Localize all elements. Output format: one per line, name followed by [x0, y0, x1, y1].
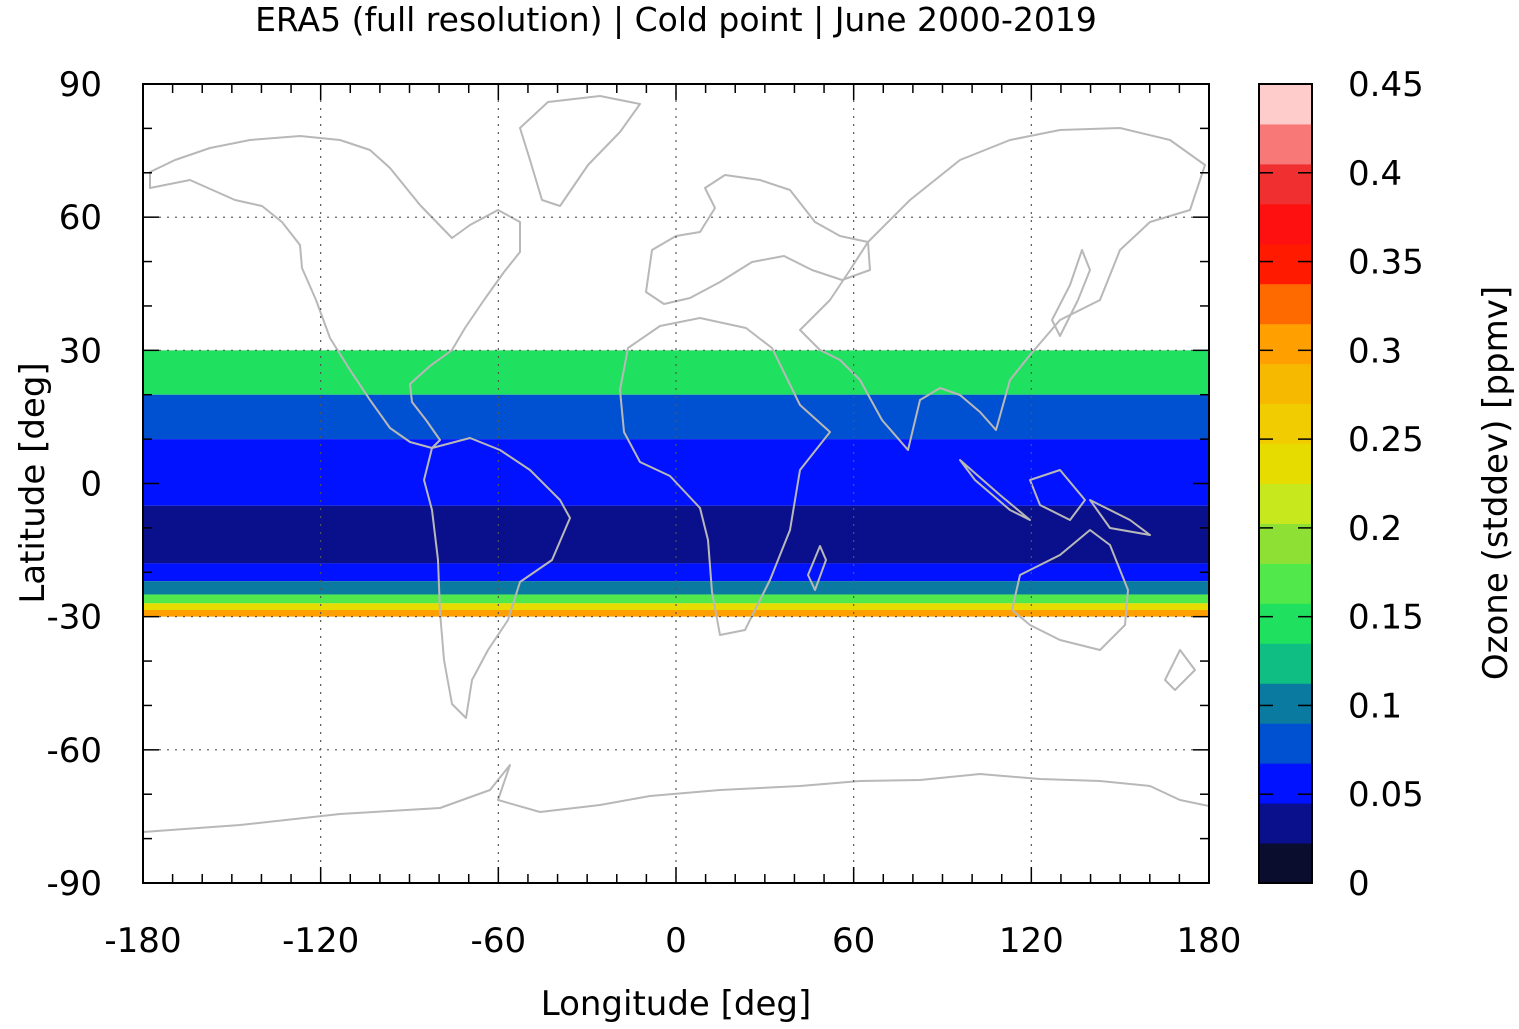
colorbar-level	[1259, 683, 1312, 724]
coastline-australia	[1011, 529, 1129, 651]
colorbar-tick-label: 0.3	[1348, 331, 1402, 371]
grid	[143, 84, 1209, 883]
y-axis: 90 60 30 0 -30 -60 -90	[46, 65, 102, 904]
colorbar-level	[1259, 323, 1312, 365]
ozone-band-3	[143, 505, 1209, 564]
colorbar-level	[1259, 723, 1312, 764]
plot-area	[142, 83, 1210, 884]
colorbar-level	[1259, 123, 1312, 165]
coastline-greenland	[519, 95, 641, 207]
ozone-band-6	[143, 594, 1209, 604]
colorbar-level	[1259, 523, 1312, 564]
x-axis-label: Longitude [deg]	[541, 984, 812, 1024]
coastline-japan	[1051, 249, 1091, 337]
x-tick-label: 120	[999, 921, 1064, 961]
colorbar-tick-label: 0.15	[1348, 598, 1424, 638]
x-tick-label: 180	[1177, 921, 1242, 961]
colorbar-level	[1259, 163, 1312, 205]
chart-title: ERA5 (full resolution) | Cold point | Ju…	[255, 0, 1097, 39]
x-tick-label: 60	[832, 921, 875, 961]
colorbar-level	[1259, 403, 1312, 445]
coastline-south-america	[423, 437, 571, 719]
y-tick-label: -90	[46, 864, 102, 904]
colorbar-tick-label: 0.35	[1348, 243, 1424, 283]
colorbar-frame	[1258, 83, 1313, 884]
x-axis: -180 -120 -60 0 60 120 180	[104, 921, 1241, 961]
coastline-asia	[799, 127, 1206, 451]
coastline-europe	[645, 174, 871, 305]
colorbar-level	[1259, 803, 1312, 844]
x-tick-label: -180	[104, 921, 181, 961]
colorbar	[1258, 83, 1313, 884]
y-axis-label: Latitude [deg]	[13, 362, 53, 603]
colorbar-level	[1259, 283, 1312, 325]
y-tick-label: 30	[59, 331, 102, 371]
colorbar-level	[1259, 243, 1312, 285]
colorbar-ticks: 0.45 0.4 0.35 0.3 0.25 0.2 0.15 0.1 0.05 0	[1259, 65, 1424, 904]
colorbar-tick-label: 0.45	[1348, 65, 1424, 105]
coastline-indonesia	[959, 459, 1151, 536]
x-tick-label: -60	[471, 921, 527, 961]
colorbar-level	[1259, 203, 1312, 245]
colorbar-tick-label: 0.1	[1348, 686, 1402, 726]
colorbar-level	[1259, 763, 1312, 804]
colorbar-label: Ozone (stddev) [ppmv]	[1476, 286, 1516, 680]
ozone-band-1	[143, 394, 1209, 440]
coastline-madagascar	[807, 545, 827, 591]
colorbar-level	[1259, 603, 1312, 644]
colorbar-level	[1259, 563, 1312, 604]
colorbar-level	[1259, 443, 1312, 484]
colorbar-tick-label: 0.4	[1348, 154, 1402, 194]
colorbar-tick-label: 0.2	[1348, 509, 1402, 549]
colorbar-tick-label: 0.25	[1348, 420, 1424, 460]
ozone-band-7	[143, 603, 1209, 611]
colorbar-level	[1259, 84, 1312, 125]
ozone-band-2	[143, 439, 1209, 506]
coastline-north-america	[149, 135, 521, 449]
coastlines	[143, 95, 1209, 833]
x-tick-label: 0	[665, 921, 687, 961]
coastline-new-zealand	[1164, 649, 1196, 691]
colorbar-level	[1259, 843, 1312, 884]
y-tick-label: 90	[59, 65, 102, 105]
colorbar-level	[1259, 363, 1312, 405]
colorbar-tick-label: 0	[1348, 864, 1370, 904]
coastline-africa	[619, 317, 831, 636]
colorbar-level	[1259, 643, 1312, 684]
y-tick-label: -30	[46, 598, 102, 638]
x-tick-label: -120	[282, 921, 359, 961]
coastline-antarctica	[143, 764, 1209, 833]
colorbar-tick-label: 0.05	[1348, 775, 1424, 815]
minor-ticks	[142, 83, 1210, 884]
ozone-band-5	[143, 581, 1209, 595]
y-tick-label: 0	[80, 465, 102, 505]
colorbar-level	[1259, 483, 1312, 524]
y-tick-label: 60	[59, 198, 102, 238]
y-tick-label: -60	[46, 731, 102, 771]
